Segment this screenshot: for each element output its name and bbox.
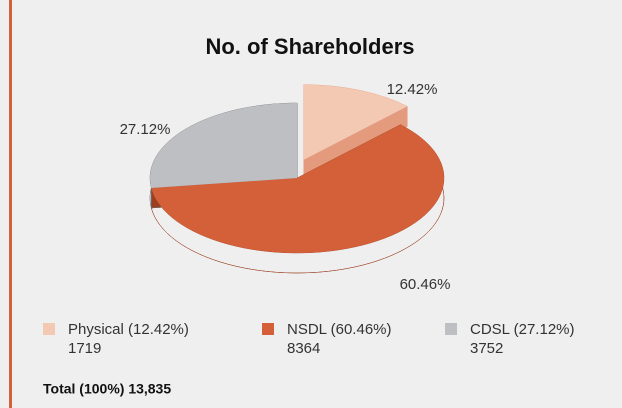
slice bbox=[151, 124, 445, 254]
legend-count: 3752 bbox=[470, 340, 503, 357]
legend-swatch bbox=[262, 323, 274, 335]
legend-swatch bbox=[43, 323, 55, 335]
data-label: 12.42% bbox=[387, 81, 438, 98]
slice bbox=[150, 103, 297, 188]
pie-tops bbox=[150, 84, 445, 254]
legend-swatch bbox=[445, 323, 457, 335]
total: Total (100%) 13,835 bbox=[43, 381, 171, 397]
legend-label: CDSL (27.12%) bbox=[470, 321, 575, 338]
legend-label: Physical (12.42%) bbox=[68, 321, 189, 338]
legend-count: 8364 bbox=[287, 340, 320, 357]
data-label: 60.46% bbox=[400, 276, 451, 293]
accent-bar bbox=[9, 0, 12, 408]
slice bbox=[303, 84, 408, 160]
legend-count: 1719 bbox=[68, 340, 101, 357]
legend-label: NSDL (60.46%) bbox=[287, 321, 392, 338]
data-label: 27.12% bbox=[120, 121, 171, 138]
chart-title: No. of Shareholders bbox=[205, 34, 414, 59]
